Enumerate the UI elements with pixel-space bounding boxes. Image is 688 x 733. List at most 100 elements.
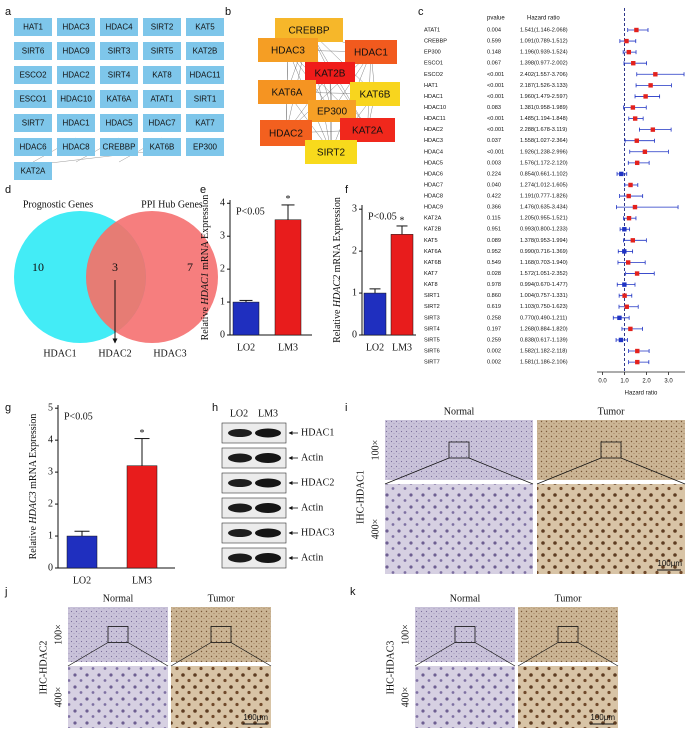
gene-name: SIRT5 (424, 337, 440, 343)
hr-point (624, 38, 629, 44)
gene-name: HDAC4 (424, 149, 443, 155)
zoom-box (210, 626, 232, 643)
hr-point (634, 27, 639, 33)
gene-label: KAT6A (107, 95, 132, 104)
p-value: 0.258 (487, 315, 501, 321)
hazard-ratio-label: 1.572(1.051-2.352) (520, 271, 568, 277)
gene-box (100, 138, 138, 156)
venn: Prognostic Genes PPI Hub Genes 10 3 7 HD… (14, 199, 218, 359)
gene-label: HDAC6 (19, 143, 47, 152)
p-value: <0.001 (487, 127, 504, 133)
hr-point (634, 138, 639, 143)
venn-gene: HDAC1 (43, 348, 76, 359)
hr-point (653, 72, 658, 77)
node-label: KAT6B (360, 90, 391, 101)
gene-label: HDAC2 (62, 71, 90, 80)
stain-label: IHC-HDAC2 (38, 641, 49, 695)
p-value: 0.002 (487, 360, 501, 366)
gene-name: HDAC3 (424, 138, 443, 144)
blot-band (255, 553, 281, 563)
gene-name: HDAC8 (424, 194, 443, 200)
gene-name: HDAC1 (424, 94, 443, 100)
bar (126, 465, 158, 569)
gene-box (57, 114, 95, 132)
gene-box (100, 114, 138, 132)
gene-name: HAT1 (424, 83, 438, 89)
ihc-image (385, 420, 533, 480)
node-label: HDAC3 (271, 46, 305, 57)
gene-name: HDAC5 (424, 160, 443, 166)
gene-box (143, 18, 181, 36)
y-label-part: mRNA Expression (200, 195, 211, 273)
scale-bar-label: 100μm (657, 559, 682, 568)
gene-box (186, 42, 224, 60)
p-value: 0.089 (487, 238, 501, 244)
gene-name: SIRT1 (424, 293, 440, 299)
node-label: CREBBP (288, 26, 329, 37)
hr-point (626, 193, 631, 199)
gene-label: HDAC4 (105, 23, 133, 32)
hazard-ratio-label: 1.103(0.750-1.623) (520, 304, 568, 310)
gene-box (100, 18, 138, 36)
column-header: Hazard ratio (527, 16, 560, 22)
hr-point (635, 359, 640, 365)
hr-point (631, 61, 636, 66)
zoom-line (468, 457, 534, 485)
ihc-image (415, 666, 515, 728)
network-node (305, 62, 355, 84)
gene-name: ESCO2 (424, 72, 443, 78)
hazard-ratio-label: 0.993(0.800-1.233) (520, 227, 568, 233)
stain-label: IHC-HDAC1 (355, 470, 366, 524)
p-value: 0.148 (487, 50, 501, 56)
x-axis-label: Hazard ratio (625, 391, 658, 397)
p-value: 0.083 (487, 105, 501, 111)
y-tick-label: 3 (48, 466, 53, 477)
gene-name: KAT6A (424, 249, 442, 255)
magnification: 100× (370, 440, 381, 461)
ihc-image (518, 607, 618, 662)
gene-label: SIRT3 (108, 47, 131, 56)
hr-point (628, 326, 633, 332)
blot-strip (221, 422, 287, 444)
blot-label: Actin (301, 452, 323, 463)
hr-point (622, 249, 627, 254)
gene-name: ESCO1 (424, 61, 443, 67)
gene-label: KAT2A (21, 167, 46, 176)
panel-label: e (200, 184, 206, 196)
p-value: 0.952 (487, 249, 501, 255)
zoom-box (448, 441, 470, 459)
gene-box (57, 42, 95, 60)
magnification: 400× (370, 519, 381, 540)
panel-label: c (418, 6, 424, 18)
gene-label: SIRT4 (108, 71, 131, 80)
hazard-ratio-label: 1.091(0.789-1.512) (520, 39, 568, 45)
hazard-ratio-label: 1.191(0.777-1.826) (520, 194, 568, 200)
blot-band (255, 428, 281, 438)
gene-label: HDAC9 (62, 47, 90, 56)
hazard-ratio-label: 0.838(0.617-1.139) (520, 337, 568, 343)
blot-band (228, 553, 252, 563)
p-value: 0.040 (487, 182, 501, 188)
x-tick-label: LO2 (366, 342, 384, 353)
zoom-line (170, 642, 212, 667)
hr-point (626, 49, 632, 55)
panel-label: a (5, 6, 12, 18)
hr-point (634, 271, 640, 276)
hr-point (624, 304, 629, 309)
gene-label: KAT2B (193, 47, 218, 56)
ihc-image (537, 484, 685, 574)
hr-point (622, 293, 627, 298)
hr-point (618, 337, 624, 343)
y-tick-label: 0 (48, 562, 53, 573)
hazard-ratio-label: 2.288(1.678-3.119) (520, 127, 567, 133)
blot-label: Actin (301, 502, 323, 513)
hazard-ratio-label: 1.168(0.703-1.940) (520, 260, 568, 266)
significance: * (286, 194, 291, 205)
column-label: Normal (444, 406, 475, 417)
y-tick-label: 4 (48, 434, 53, 445)
blot-strip (221, 497, 287, 519)
gene-label: HAT1 (23, 23, 43, 32)
blot-band (255, 528, 281, 538)
hr-point (642, 149, 648, 154)
